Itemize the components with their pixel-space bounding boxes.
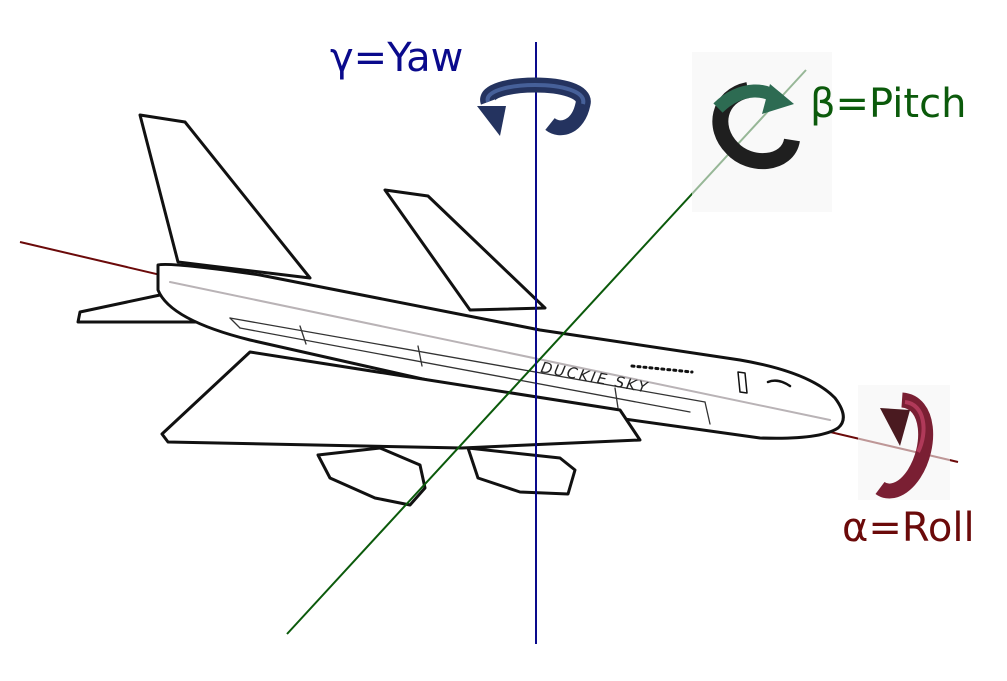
yaw-label: γ=Yaw <box>330 35 464 81</box>
near-wing <box>160 350 642 450</box>
far-wing <box>383 188 547 312</box>
tail-fin <box>138 113 312 280</box>
roll-rotation-icon <box>858 385 950 500</box>
engine-left <box>316 446 427 507</box>
roll-label: α=Roll <box>842 505 975 551</box>
engine-right <box>466 446 577 496</box>
yaw-rotation-icon <box>477 77 591 136</box>
pitch-rotation-icon <box>692 52 832 212</box>
airplane <box>76 113 845 507</box>
pitch-label: β=Pitch <box>810 81 967 127</box>
